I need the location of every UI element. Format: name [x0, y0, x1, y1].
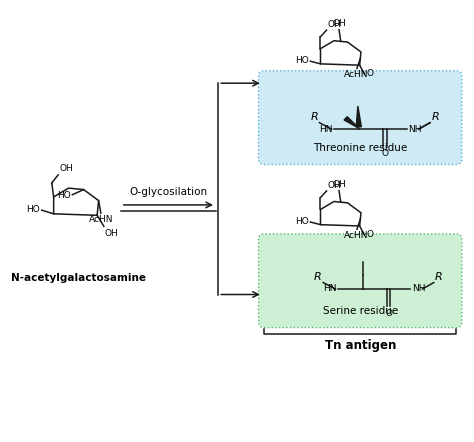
Text: Serine residue: Serine residue [323, 305, 398, 316]
Text: O-glycosilation: O-glycosilation [129, 187, 208, 197]
Text: HN: HN [319, 125, 333, 133]
Text: NH: NH [412, 285, 426, 293]
Text: R: R [314, 272, 322, 282]
Text: R: R [310, 112, 318, 122]
Text: HN: HN [323, 285, 337, 293]
Text: O: O [366, 230, 373, 239]
Text: Tn antigen: Tn antigen [325, 339, 396, 352]
Text: HO: HO [57, 191, 71, 200]
Text: OH: OH [60, 164, 73, 173]
Text: HO: HO [295, 56, 309, 65]
Text: NH: NH [409, 125, 422, 133]
Text: Threonine residue: Threonine residue [313, 143, 407, 152]
Text: O: O [385, 309, 392, 318]
Text: OH: OH [332, 19, 346, 28]
Text: O: O [382, 149, 389, 158]
Text: OH: OH [328, 20, 342, 29]
Text: OH: OH [105, 229, 118, 237]
Text: O: O [366, 69, 373, 78]
Text: R: R [431, 112, 439, 122]
Text: HO: HO [27, 205, 40, 214]
FancyBboxPatch shape [258, 71, 462, 164]
Text: OH: OH [332, 179, 346, 189]
Text: AcHN: AcHN [344, 231, 368, 240]
Text: R: R [435, 272, 443, 282]
Polygon shape [356, 106, 361, 127]
FancyBboxPatch shape [258, 234, 462, 328]
Text: AcHN: AcHN [89, 215, 113, 224]
Text: N-acetylgalactosamine: N-acetylgalactosamine [11, 273, 146, 283]
Text: OH: OH [328, 181, 342, 190]
Polygon shape [344, 117, 359, 128]
Text: HO: HO [295, 217, 309, 226]
Text: AcHN: AcHN [344, 70, 368, 80]
